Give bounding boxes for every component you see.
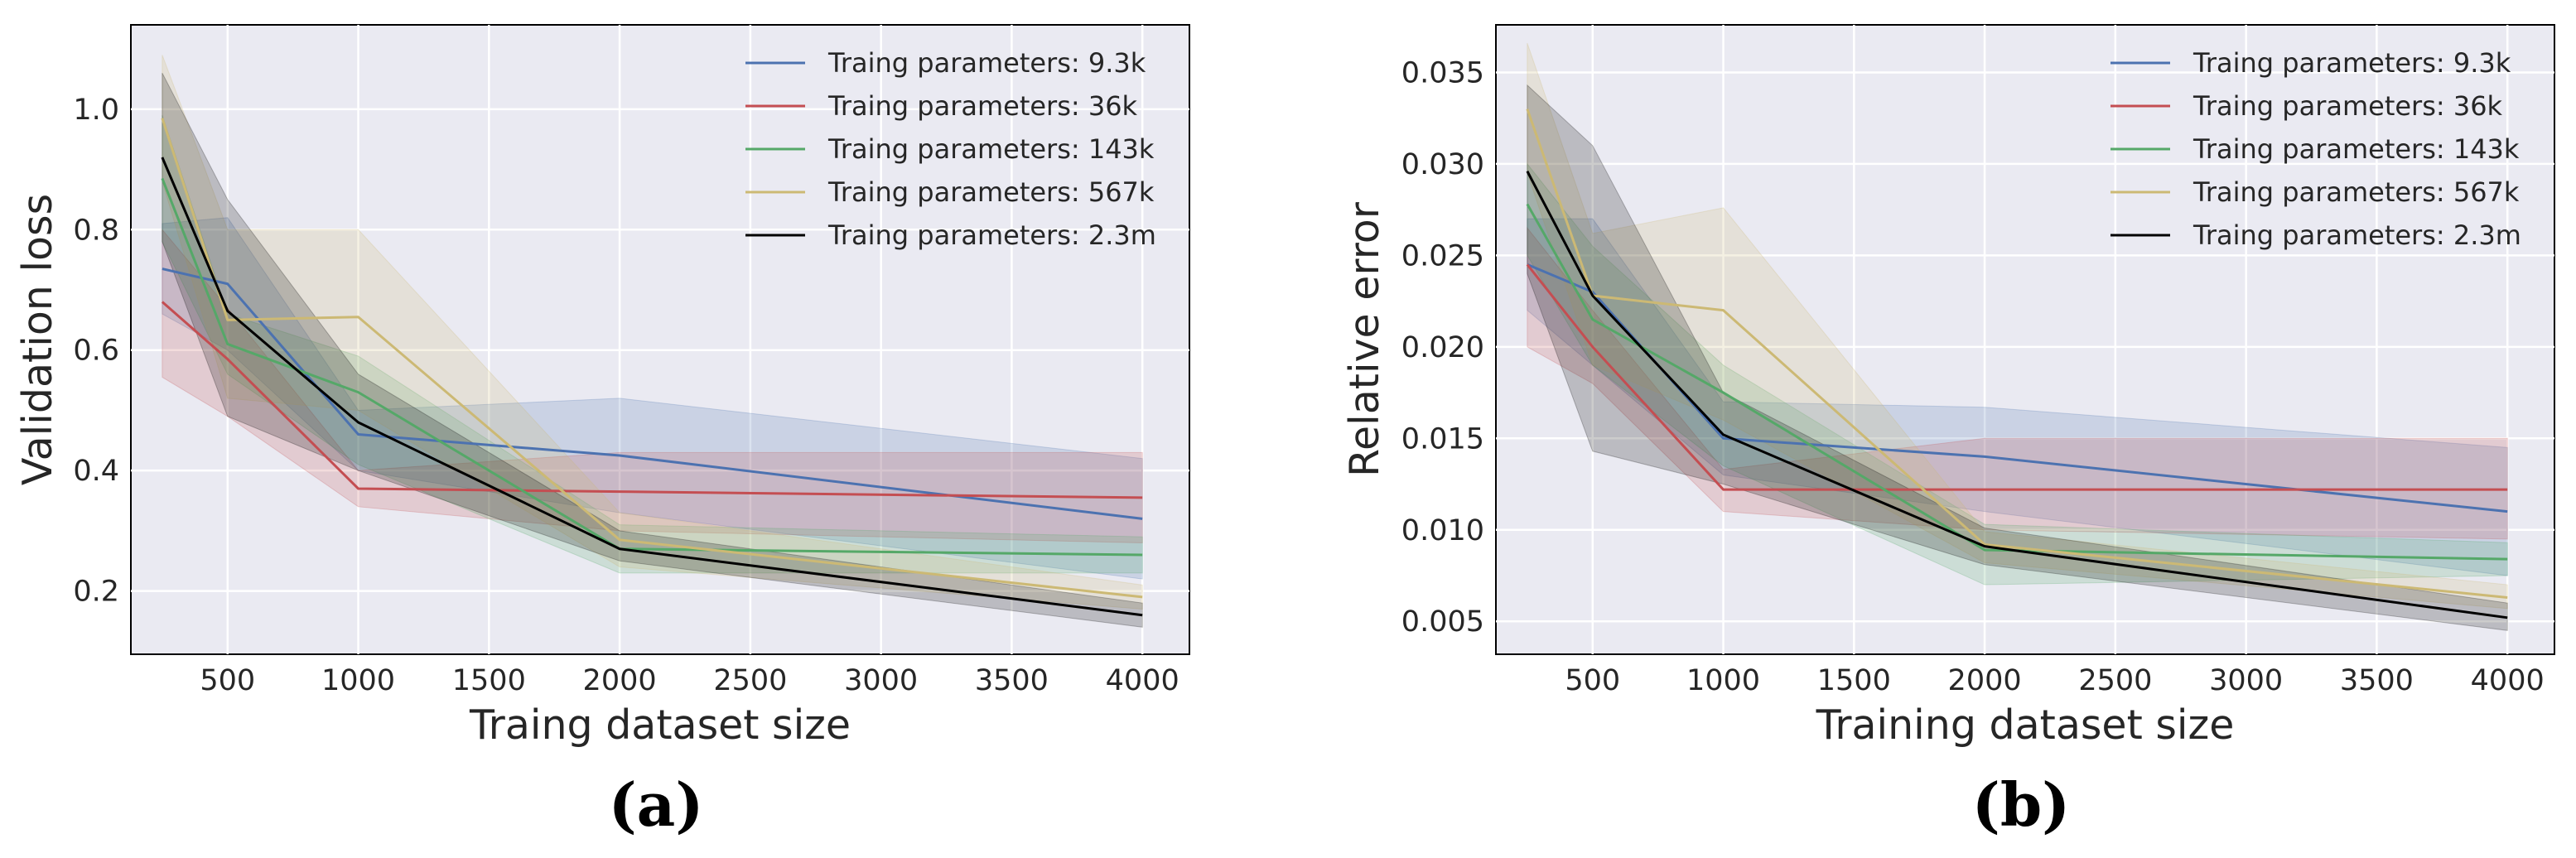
x-tick-label: 2000 — [1948, 664, 2022, 697]
legend-label: Traing parameters: 567k — [2192, 176, 2520, 208]
legend-label: Traing parameters: 9.3k — [827, 47, 1146, 79]
panel-label-a: (a) — [609, 769, 704, 840]
line-series-2 — [161, 301, 1143, 499]
legend-label: Traing parameters: 2.3m — [827, 219, 1156, 251]
legend-label: Traing parameters: 36k — [2192, 90, 2503, 122]
line-series-1 — [162, 268, 1143, 520]
xlabel-b: Training dataset size — [1816, 701, 2235, 749]
x-tick-label: 500 — [1565, 664, 1620, 697]
y-tick-label: 0.030 — [1401, 148, 1484, 181]
legend-label: Traing parameters: 9.3k — [2192, 47, 2511, 79]
lines-a — [161, 118, 1143, 617]
band-series-2 — [1527, 226, 2508, 540]
yticks-a: 0.2 0.4 0.6 0.8 1.0 — [73, 94, 119, 609]
y-tick-label: 0.025 — [1401, 239, 1484, 272]
y-tick-label: 0.2 — [73, 576, 119, 609]
band-series-2 — [162, 228, 1143, 543]
y-tick-label: 0.035 — [1401, 56, 1484, 89]
legend-a: Traing parameters: 9.3k Traing parameters… — [745, 47, 1156, 251]
line-series-5 — [161, 157, 1143, 617]
x-tick-label: 3500 — [975, 664, 1049, 697]
y-tick-label: 0.4 — [73, 455, 119, 488]
panel-label-b: (b) — [1972, 769, 2070, 840]
legend-label: Traing parameters: 143k — [827, 133, 1155, 165]
y-tick-label: 1.0 — [73, 94, 119, 127]
x-tick-label: 2000 — [583, 664, 657, 697]
lines-b — [1526, 108, 2508, 619]
band-series-3 — [1527, 162, 2508, 586]
xticks-a: 500 1000 1500 2000 2500 3000 3500 4000 — [200, 664, 1179, 697]
line-series-5 — [1526, 171, 2508, 619]
ylabel-b: Relative error — [1341, 201, 1388, 477]
legend-label: Traing parameters: 36k — [827, 90, 1138, 122]
x-tick-label: 3000 — [844, 664, 918, 697]
line-series-2 — [1526, 263, 2508, 491]
legend-label: Traing parameters: 143k — [2192, 133, 2520, 165]
band-series-3 — [162, 114, 1143, 574]
band-series-5 — [1527, 84, 2508, 631]
x-tick-label: 3500 — [2340, 664, 2414, 697]
x-tick-label: 4000 — [1106, 664, 1179, 697]
x-tick-label: 3000 — [2209, 664, 2283, 697]
line-series-4 — [161, 118, 1143, 599]
y-tick-label: 0.015 — [1401, 422, 1484, 456]
panel-a: 500 1000 1500 2000 2500 3000 3500 4000 0.20.40.… — [14, 24, 1190, 840]
legend-b: Traing parameters: 9.3k Traing parameters… — [2110, 47, 2521, 251]
x-tick-label: 1000 — [321, 664, 395, 697]
legend-label: Traing parameters: 567k — [827, 176, 1155, 208]
yticks-b: 0.005 0.010 0.015 0.020 0.025 0.030 0.035 — [1401, 56, 1484, 639]
x-tick-label: 4000 — [2471, 664, 2545, 697]
grid-a — [131, 25, 1189, 654]
x-tick-label: 2500 — [2078, 664, 2152, 697]
panel-b: 500 1000 1500 2000 2500 3000 3500 4000 0.0050.0… — [1341, 24, 2555, 840]
ylabel-a: Validation loss — [14, 194, 61, 485]
x-tick-label: 500 — [200, 664, 255, 697]
line-series-3 — [1526, 203, 2508, 561]
grid-b — [1496, 25, 2554, 654]
y-tick-label: 0.020 — [1401, 331, 1484, 364]
x-tick-label: 1500 — [1817, 664, 1891, 697]
y-tick-label: 0.010 — [1401, 514, 1484, 547]
y-tick-label: 0.6 — [73, 335, 119, 368]
legend-label: Traing parameters: 2.3m — [2192, 219, 2521, 251]
x-tick-label: 1000 — [1686, 664, 1760, 697]
band-series-4 — [1527, 42, 2508, 610]
band-series-4 — [162, 55, 1143, 610]
y-tick-label: 0.8 — [73, 214, 119, 247]
xticks-b: 500 1000 1500 2000 2500 3000 3500 4000 — [1565, 664, 2544, 697]
line-series-3 — [161, 177, 1143, 557]
x-tick-label: 1500 — [452, 664, 526, 697]
line-series-4 — [1526, 108, 2508, 600]
xlabel-a: Traing dataset size — [469, 701, 851, 749]
band-series-5 — [162, 72, 1143, 628]
y-tick-label: 0.005 — [1401, 605, 1484, 639]
x-tick-label: 2500 — [713, 664, 787, 697]
